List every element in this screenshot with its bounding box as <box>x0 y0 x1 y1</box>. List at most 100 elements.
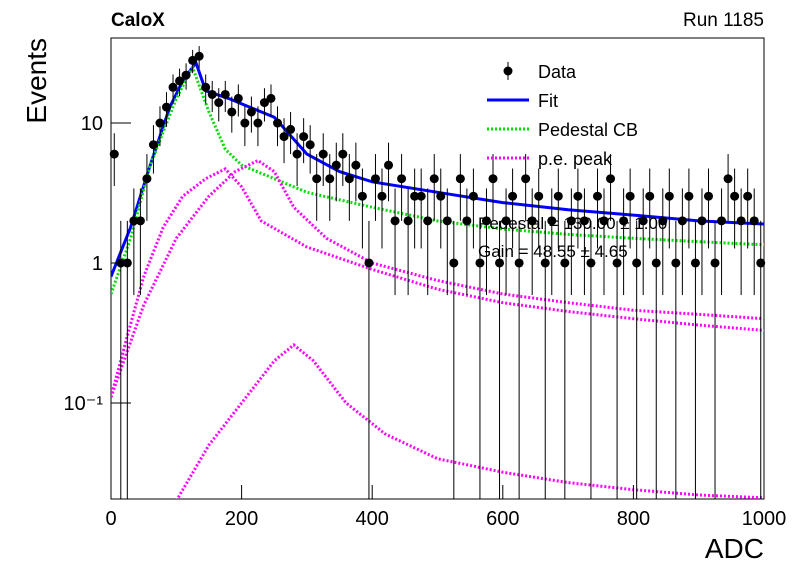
x-tick-label: 1000 <box>742 508 787 530</box>
data-point <box>331 160 341 170</box>
data-point <box>756 258 766 268</box>
data-point <box>455 174 465 184</box>
data-point <box>599 216 609 226</box>
data-point <box>423 216 433 226</box>
data-point <box>573 191 583 201</box>
data-point <box>664 191 674 201</box>
data-point <box>508 191 518 201</box>
data-point <box>690 258 700 268</box>
data-point <box>214 98 224 108</box>
y-tick-label: 10 <box>81 113 103 135</box>
data-point <box>403 216 413 226</box>
data-point <box>501 216 511 226</box>
data-point <box>697 216 707 226</box>
data-point <box>292 149 302 159</box>
data-point <box>625 191 635 201</box>
data-point <box>384 160 394 170</box>
data-point <box>619 216 629 226</box>
fit-curve <box>111 63 764 295</box>
data-point <box>645 191 655 201</box>
annotation: Gain = 48.55 ± 4.65 <box>478 242 628 261</box>
data-point <box>325 174 335 184</box>
data-point <box>168 82 178 92</box>
x-tick-label: 200 <box>225 508 258 530</box>
data-point <box>677 216 687 226</box>
data-point <box>338 149 348 159</box>
data-point <box>592 191 602 201</box>
data-point <box>135 216 145 226</box>
data-point <box>749 216 759 226</box>
data-point <box>560 258 570 268</box>
data-point <box>442 216 452 226</box>
data-point <box>638 216 648 226</box>
data-point <box>253 118 263 128</box>
data-point <box>521 174 531 184</box>
annotation: Pedestal = 130.00 ± 1.00 <box>478 214 667 233</box>
data-point <box>540 258 550 268</box>
data-point <box>273 118 283 128</box>
legend-symbol <box>503 66 513 76</box>
legend-label: Fit <box>538 91 558 111</box>
data-point <box>606 174 616 184</box>
data-point <box>201 82 211 92</box>
data-point <box>566 216 576 226</box>
data-point <box>730 191 740 201</box>
data-point <box>703 191 713 201</box>
data-point <box>188 55 198 65</box>
x-tick-label: 800 <box>617 508 650 530</box>
data-point <box>318 149 328 159</box>
data-point <box>429 174 439 184</box>
y-tick-label: 1 <box>92 253 103 275</box>
data-point <box>658 216 668 226</box>
data-point <box>142 174 152 184</box>
data-point <box>109 149 119 159</box>
data-point <box>717 216 727 226</box>
data-point <box>534 191 544 201</box>
data-point <box>364 258 374 268</box>
data-point <box>227 107 237 117</box>
data-point <box>299 132 309 142</box>
fit-curve <box>111 167 764 398</box>
data-point <box>181 70 191 80</box>
data-point <box>246 107 256 117</box>
data-point <box>155 118 165 128</box>
data-point <box>207 89 217 99</box>
data-point <box>370 174 380 184</box>
data-point <box>436 191 446 201</box>
data-point <box>527 216 537 226</box>
data-point <box>671 258 681 268</box>
data-point <box>684 191 694 201</box>
data-point <box>495 258 505 268</box>
data-point <box>481 216 491 226</box>
y-axis-label: Events <box>21 38 52 124</box>
data-point <box>129 216 139 226</box>
data-point <box>240 118 250 128</box>
data-point <box>351 160 361 170</box>
data-point <box>162 102 172 112</box>
plot-frame <box>110 37 765 500</box>
data-point <box>462 216 472 226</box>
data-point <box>390 216 400 226</box>
legend-label: Pedestal CB <box>538 120 638 140</box>
data-point <box>743 191 753 201</box>
legend-label: p.e. peak <box>538 149 613 169</box>
fit-curve <box>111 158 764 398</box>
data-point <box>579 216 589 226</box>
data-point <box>449 258 459 268</box>
data-point <box>514 258 524 268</box>
run-label: Run 1185 <box>683 10 764 31</box>
data-point <box>175 76 185 86</box>
data-point <box>220 89 230 99</box>
data-point <box>357 191 367 201</box>
data-point <box>279 132 289 142</box>
data-point <box>233 93 243 103</box>
data-point <box>586 258 596 268</box>
data-point <box>416 191 426 201</box>
data-point <box>194 51 204 61</box>
x-tick-label: 600 <box>486 508 519 530</box>
x-axis-label: ADC <box>705 533 764 564</box>
fit-curve <box>175 342 764 499</box>
data-point <box>612 258 622 268</box>
data-point <box>468 191 478 201</box>
